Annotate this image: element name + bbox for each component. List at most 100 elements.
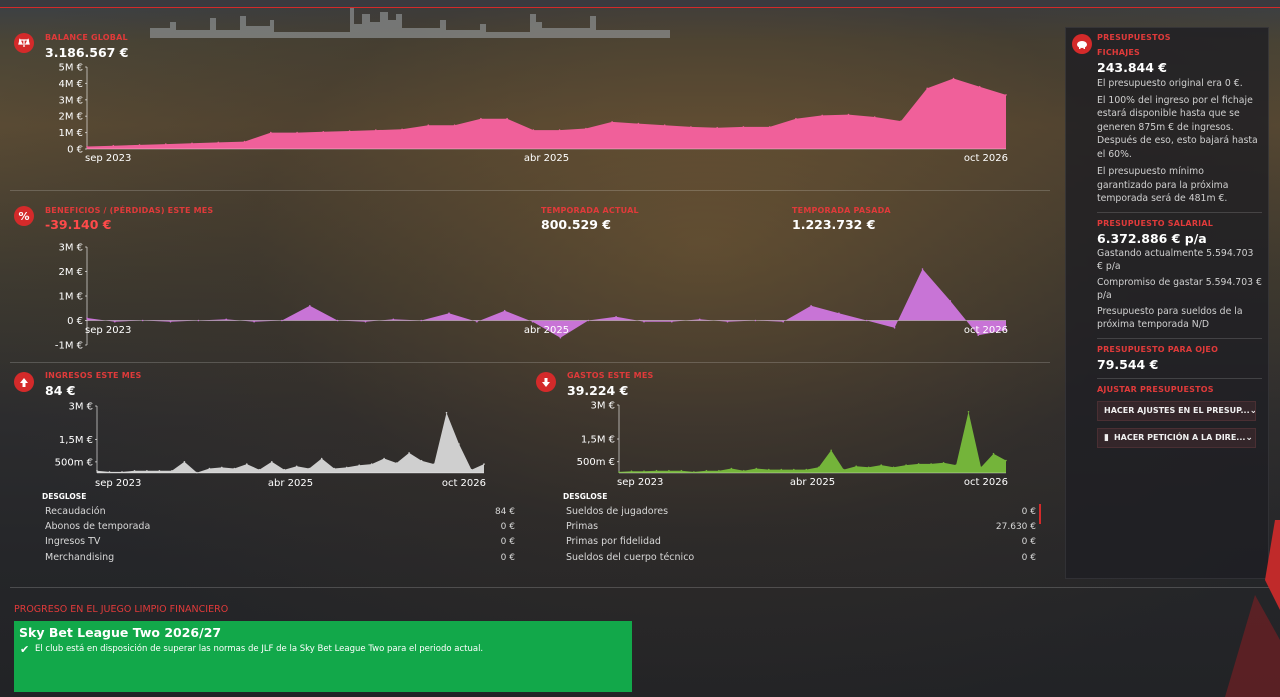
data-point [225, 318, 227, 321]
y-tick-label: 2M € [58, 112, 83, 123]
data-point [690, 126, 692, 128]
top-bar [0, 0, 1280, 8]
last-season-value: 1.223.732 € [792, 217, 876, 232]
data-point [705, 469, 708, 472]
data-point [873, 116, 876, 118]
data-point [322, 131, 325, 133]
expenses-breakdown-list[interactable]: Sueldos de jugadores 0 € Primas 27.630 € P… [561, 502, 1041, 574]
x-tick-label: abr 2025 [524, 325, 569, 336]
city-skyline-background [150, 8, 670, 38]
last-season-title: TEMPORADA PASADA [792, 206, 891, 215]
data-point [141, 319, 144, 322]
scrollbar[interactable] [1039, 504, 1041, 524]
y-tick-label: 3M € [590, 401, 615, 412]
request-board-button[interactable]: ▮ HACER PETICIÓN A LA DIRE... ⌄ [1097, 427, 1256, 448]
x-tick-label: sep 2023 [85, 325, 131, 336]
expenses-breakdown-title: DESGLOSE [563, 492, 608, 501]
data-point [395, 462, 398, 464]
data-point [668, 469, 670, 472]
ffp-status-box: Sky Bet League Two 2026/27 ✔ El club est… [14, 621, 632, 692]
budgets-title: PRESUPUESTOS [1097, 33, 1171, 42]
income-value: 84 € [45, 383, 76, 398]
data-point [121, 471, 123, 473]
balance-value: 3.186.567 € [45, 45, 129, 60]
data-point [671, 320, 673, 323]
x-tick-label: sep 2023 [85, 153, 131, 164]
data-point [258, 468, 261, 471]
data-point [165, 143, 167, 145]
data-point [693, 471, 695, 473]
data-point [867, 466, 870, 469]
wage-note: Compromiso de gastar 5.594.703 € p/a [1097, 276, 1262, 302]
data-point [611, 121, 613, 123]
profit-value: -39.140 € [45, 217, 112, 232]
data-point [655, 469, 658, 472]
divider [10, 362, 1050, 363]
profit-title: BENEFICIOS / (PÉRDIDAS) ESTE MES [45, 206, 214, 215]
data-point [336, 319, 339, 322]
list-item: Recaudación 84 € [45, 506, 515, 517]
y-tick-label: 5M € [58, 63, 83, 74]
data-point [320, 457, 323, 460]
data-point [96, 470, 98, 472]
data-point [680, 469, 683, 472]
list-item: Primas por fidelidad 0 € [566, 536, 1036, 547]
data-point [370, 463, 373, 465]
data-point [730, 467, 733, 470]
data-point [271, 461, 273, 463]
data-point [408, 452, 410, 454]
data-point [630, 470, 633, 472]
data-point [420, 459, 423, 462]
percent-icon: % [14, 206, 34, 226]
data-point [587, 319, 590, 322]
wage-budget-value: 6.372.886 € p/a [1097, 230, 1207, 246]
data-point [795, 117, 797, 120]
y-tick-label: -1M € [55, 341, 83, 352]
data-point [112, 144, 115, 147]
data-point [618, 471, 620, 473]
x-tick-label: sep 2023 [95, 478, 141, 489]
data-point [847, 113, 850, 116]
data-point [375, 129, 377, 131]
data-point [615, 316, 617, 318]
wage-note: Presupuesto para sueldos de la próxima t… [1097, 305, 1243, 331]
adjust-budget-button[interactable]: HACER AJUSTES EN EL PRESUP... ⌄ [1097, 400, 1256, 421]
balance-chart: 5M € 4M € 3M € 2M € 1M € 0 €sep 2023 abr 2025 o… [58, 63, 1008, 165]
data-point [108, 471, 111, 473]
data-point [433, 463, 435, 465]
data-point [358, 464, 361, 466]
data-point [217, 141, 220, 144]
expenses-value: 39.224 € [567, 383, 629, 398]
arrow-down-icon [536, 372, 556, 392]
data-point [768, 468, 770, 471]
income-breakdown-list[interactable]: Recaudación 84 € Abonos de temporada 0 € I… [40, 502, 518, 574]
data-point [1005, 329, 1007, 332]
ffp-status: El club está en disposición de superar l… [35, 644, 484, 654]
x-tick-label: oct 2026 [964, 153, 1008, 164]
list-item: Sueldos de jugadores 0 € [566, 506, 1036, 517]
data-point [726, 320, 729, 323]
data-point [698, 318, 701, 321]
piggy-bank-icon [1072, 34, 1092, 54]
divider [10, 587, 1272, 588]
data-point [930, 463, 932, 465]
income-breakdown-title: DESGLOSE [42, 492, 87, 501]
data-point [921, 268, 924, 270]
data-point [663, 124, 666, 126]
data-point [531, 320, 534, 323]
data-point [532, 129, 535, 131]
y-tick-label: 4M € [58, 79, 83, 90]
income-chart: 3M € 1,5M € 500m €sep 2023 abr 2025 oct 2026 [55, 402, 486, 490]
data-point [364, 320, 367, 323]
data-point [246, 463, 248, 465]
data-point [458, 443, 460, 445]
data-point [138, 144, 141, 146]
y-tick-label: 500m € [55, 457, 93, 468]
budgets-panel: PRESUPUESTOS FICHAJES 243.844 € El presu… [1065, 27, 1269, 579]
data-point [926, 87, 928, 90]
data-point [866, 319, 868, 322]
profit-chart: 3M € 2M € 1M € 0 € -1M €sep 2023 abr 2025 oct … [55, 243, 1008, 352]
transfer-budget-title: FICHAJES [1097, 48, 1141, 57]
data-point [333, 467, 336, 470]
y-tick-label: 0 € [67, 145, 83, 156]
